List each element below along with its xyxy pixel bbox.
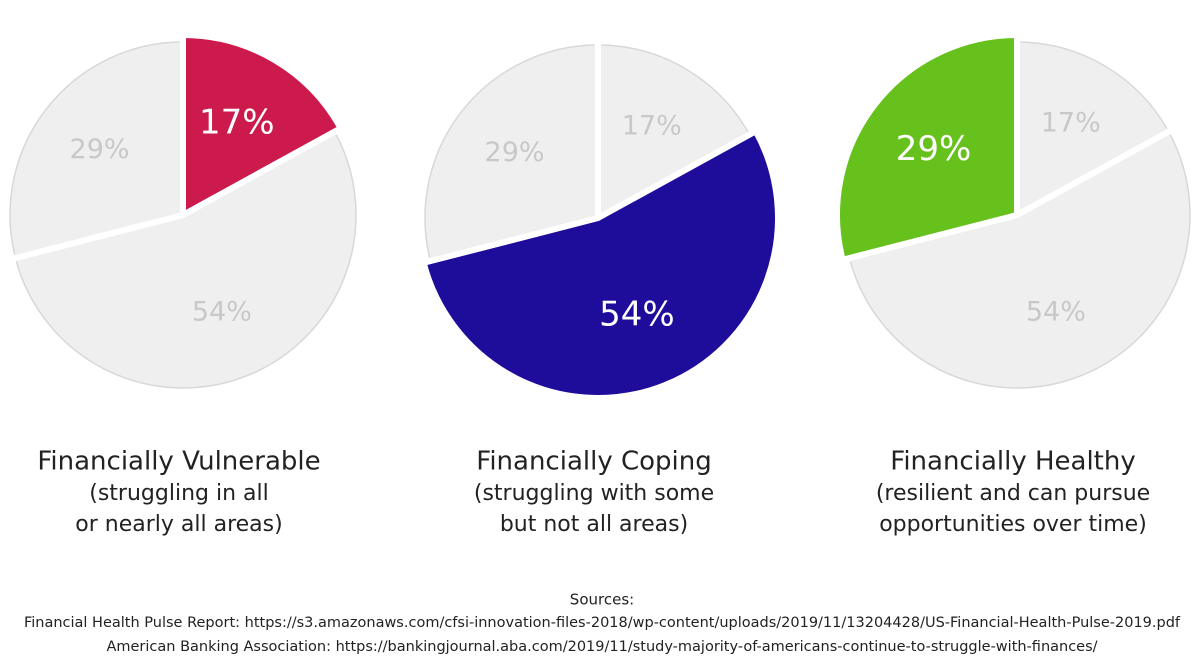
pie-rim <box>424 44 595 258</box>
pie-subtitle: (struggling in all <box>89 481 268 506</box>
pie-slice <box>1014 36 1175 218</box>
pie-subtitle: opportunities over time) <box>879 512 1147 537</box>
pie-title: Financially Coping <box>476 447 712 477</box>
pie-slice <box>595 39 756 221</box>
pie-subtitle: or nearly all areas) <box>75 512 282 537</box>
slice-label: 54% <box>192 297 252 328</box>
pie-slice <box>180 32 344 218</box>
source-line: Financial Health Pulse Report: https://s… <box>24 615 1181 631</box>
pie-slice <box>834 32 1020 263</box>
slice-label: 29% <box>485 137 545 168</box>
pie-title: Financially Vulnerable <box>37 447 320 477</box>
pie-rim <box>15 134 357 389</box>
slice-label: 29% <box>70 134 130 165</box>
pie-title: Financially Healthy <box>890 447 1136 477</box>
pie-subtitle: (struggling with some <box>474 481 714 506</box>
slice-label: 54% <box>599 295 675 335</box>
slice-label: 29% <box>896 129 972 169</box>
sources-title: Sources: <box>570 591 634 609</box>
pie-slice <box>843 127 1196 394</box>
pie-subtitle: (resilient and can pursue <box>876 481 1150 506</box>
pie-slice <box>419 39 601 265</box>
slice-label: 17% <box>199 103 275 143</box>
pie-rim <box>9 41 180 255</box>
source-line: American Banking Association: https://ba… <box>106 639 1097 655</box>
slice-label: 54% <box>1026 297 1086 328</box>
pie-rim <box>1020 41 1168 130</box>
pie-subtitle: but not all areas) <box>500 512 688 537</box>
slice-label: 17% <box>622 111 682 142</box>
pie-slice <box>420 128 781 401</box>
pie-slice <box>9 127 362 394</box>
pie-rim <box>601 44 749 133</box>
slice-label: 17% <box>1041 108 1101 139</box>
pie-rim <box>849 134 1191 389</box>
pie-slice <box>4 36 186 262</box>
